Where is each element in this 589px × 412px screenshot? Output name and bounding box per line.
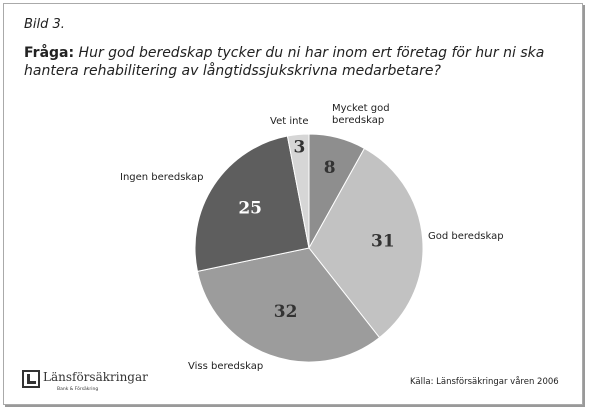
question: Fråga: Hur god beredskap tycker du ni ha… (24, 44, 564, 80)
chart-title: Bild 3. (24, 17, 65, 32)
pie-slice (194, 135, 310, 272)
category-label: Ingen beredskap (120, 172, 204, 183)
logo-tagline: Bank & Försäkring (57, 387, 99, 392)
source: Källa: Länsförsäkringar våren 2006 (410, 377, 559, 387)
category-label: Mycket god beredskap (332, 103, 390, 126)
category-label: God beredskap (428, 231, 504, 242)
category-label: Viss beredskap (188, 361, 264, 372)
pie-slice (286, 133, 310, 249)
pie-slice (196, 247, 381, 363)
value-label: 3 (294, 138, 306, 158)
value-label: 25 (238, 198, 262, 218)
value-label: 8 (324, 158, 336, 178)
logo-text: Länsförsäkringar (43, 370, 148, 384)
logo-icon (22, 370, 40, 388)
value-label: 32 (274, 302, 298, 322)
question-label: Fråga: (24, 45, 75, 61)
pie-slice (308, 147, 424, 339)
category-label: Vet inte (270, 116, 309, 127)
question-text: Hur god beredskap tycker du ni har inom … (24, 45, 545, 79)
value-label: 31 (371, 232, 395, 252)
